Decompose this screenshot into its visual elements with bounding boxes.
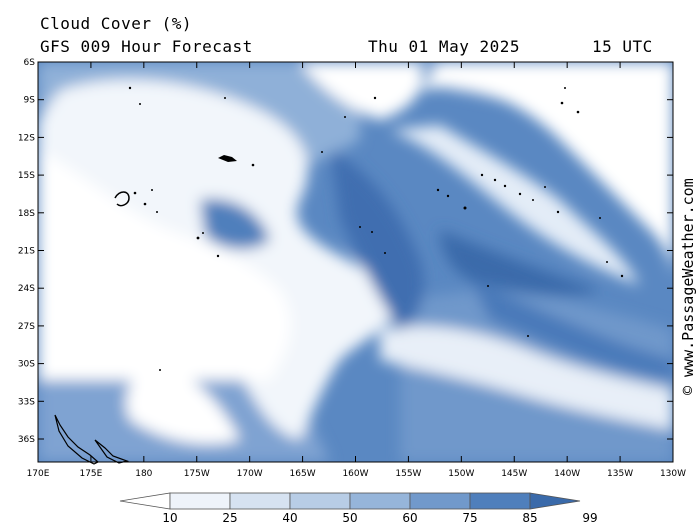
credit-text: © www.PassageWeather.com [679, 178, 697, 395]
legend-label: 10 [162, 511, 177, 525]
color-legend: 10 25 40 50 60 75 85 99 [119, 492, 598, 525]
legend-swatch [469, 492, 531, 510]
map-title: Cloud Cover (%) [40, 14, 192, 33]
legend-swatch [349, 492, 411, 510]
lat-tick-label: 6S [24, 58, 36, 68]
legend-swatch [409, 492, 471, 510]
forecast-info: GFS 009 Hour Forecast Thu 01 May 2025 15 U… [40, 37, 652, 56]
lon-tick-label: 145W [501, 469, 527, 479]
lon-tick-label: 170W [237, 469, 263, 479]
legend-label: 75 [462, 511, 477, 525]
legend-swatch [229, 492, 291, 510]
lon-tick-label: 175W [184, 469, 210, 479]
lat-tick-label: 33S [18, 397, 35, 407]
legend-swatch [169, 492, 231, 510]
legend-label: 85 [522, 511, 537, 525]
lat-tick-label: 30S [18, 360, 35, 370]
lat-tick-label: 15S [18, 171, 35, 181]
lon-tick-label: 180 [135, 469, 152, 479]
lon-tick-label: 160W [342, 469, 368, 479]
lat-tick-label: 21S [18, 247, 35, 257]
legend-label: 60 [402, 511, 417, 525]
legend-label: 25 [222, 511, 237, 525]
lat-tick-label: 24S [18, 284, 35, 294]
legend-swatch [119, 492, 171, 510]
longitude-axis: 170E 175E 180 175W 170W 165W 160W 155W 150W 145W 1… [27, 62, 686, 479]
islands-layer [54, 86, 624, 465]
latitude-axis: 6S 9S 12S 15S 18S 21S 24S 27S 30S 33S 36S [18, 58, 673, 445]
lat-tick-label: 9S [24, 96, 36, 106]
date-label: Thu 01 May 2025 [368, 37, 520, 56]
lat-tick-label: 18S [18, 209, 35, 219]
lon-tick-label: 155W [395, 469, 421, 479]
model-label: GFS 009 Hour Forecast [40, 37, 253, 56]
lat-tick-label: 12S [18, 133, 35, 143]
cloud-field [38, 62, 673, 462]
lon-tick-label: 140W [554, 469, 580, 479]
legend-label: 99 [582, 511, 597, 525]
lon-tick-label: 175E [79, 469, 102, 479]
legend-label: 50 [342, 511, 357, 525]
lon-tick-label: 150W [448, 469, 474, 479]
legend-swatch [529, 492, 581, 510]
lon-tick-label: 170E [27, 469, 50, 479]
lon-tick-label: 165W [290, 469, 316, 479]
legend-swatch [289, 492, 351, 510]
lat-tick-label: 27S [18, 322, 35, 332]
lon-tick-label: 135W [607, 469, 633, 479]
legend-label: 40 [282, 511, 297, 525]
lon-tick-label: 130W [660, 469, 686, 479]
lat-tick-label: 36S [18, 435, 35, 445]
time-label: 15 UTC [592, 37, 653, 56]
